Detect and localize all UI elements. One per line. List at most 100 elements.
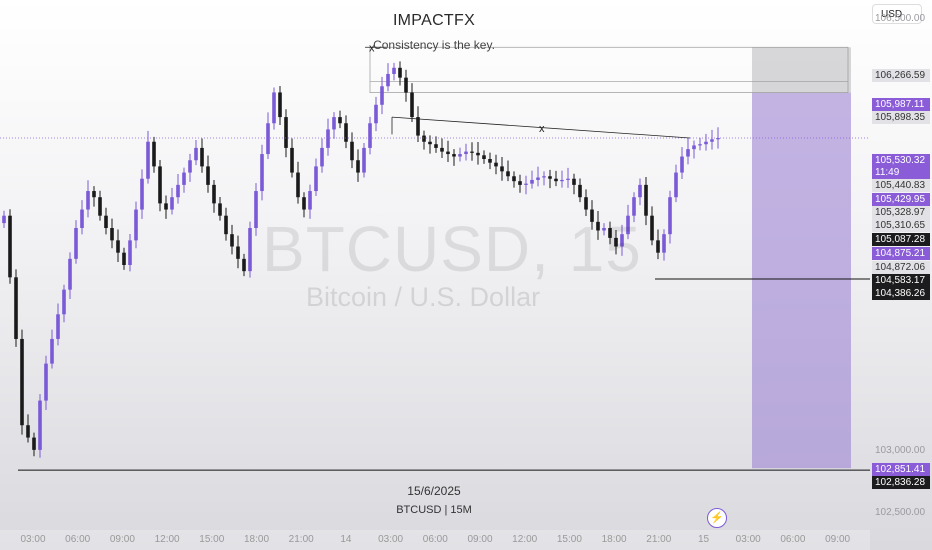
candle-body [152,141,156,167]
candle-body [680,156,684,173]
candles-layer [2,61,720,458]
candle-body [206,166,210,185]
price-label: 105,328.97 [872,206,930,219]
candle-body [692,145,696,150]
candle-body [170,197,174,210]
time-tick-label: 06:00 [422,534,448,545]
price-tick-label: 106,500.00 [875,13,926,25]
price-label: 105,429.95 [872,193,930,206]
candle-body [56,314,60,339]
candle-body [8,215,12,278]
candle-body [122,252,126,265]
price-label: 105,310.65 [872,219,930,232]
candle-body [128,240,132,265]
candle-body [470,151,474,153]
candle-body [362,147,366,173]
candle-body [188,160,192,173]
candle-body [230,234,234,247]
candle-body [110,228,114,241]
chart-area[interactable]: xx [0,0,870,530]
candle-body [20,338,24,426]
currency-button[interactable]: USD [872,4,922,24]
candle-body [254,191,258,229]
candle-body [638,184,642,198]
candle-body [44,363,48,401]
chart-title: IMPACTFX [392,12,476,29]
candle-body [434,144,438,148]
candle-body [116,240,120,253]
candle-body [326,129,330,148]
stop-zone [752,47,851,93]
candle-body [518,181,522,185]
candle-body [554,178,558,182]
candle-body [536,177,540,180]
lines-layer: xx [0,42,870,471]
candle-body [218,203,222,216]
candle-body [506,171,510,177]
time-tick-label: 03:00 [735,534,761,545]
time-tick-label: 21:00 [288,534,314,545]
candle-body [308,191,312,210]
candle-body [512,176,516,182]
candle-body [698,144,702,146]
bolt-icon[interactable]: ⚡ [707,508,727,528]
candle-body [452,154,456,157]
candle-body [314,166,318,192]
candle-body [146,141,150,179]
candle-body [674,172,678,198]
candle-body [266,123,270,155]
range-box [369,46,849,93]
candle-body [350,141,354,161]
candle-body [386,73,390,87]
candle-body [482,155,486,159]
time-axis[interactable]: 03:00 06:00 09:00 12:00 15:00 18:00 21:00 14 03:… [0,530,870,550]
candle-body [26,425,30,438]
price-label: 105,440.83 [872,179,930,192]
candle-body [446,151,450,155]
candle-body [212,184,216,204]
candle-body [524,183,528,185]
candle-body [158,166,162,204]
price-tick-label: 102,500.00 [875,506,926,518]
candle-body [62,289,66,315]
candle-body [164,203,168,210]
candle-body [320,147,324,167]
candle-body [530,179,534,184]
candle-body [650,215,654,241]
time-tick-label: 03:00 [20,534,46,545]
time-tick-label: 06:00 [780,534,806,545]
candle-body [668,197,672,235]
price-label: 105,987.11 [872,98,930,111]
price-label: 11:49 [872,166,930,179]
candle-body [260,154,264,192]
candle-body [224,215,228,235]
candle-body [602,228,606,231]
time-tick-label: 12:00 [154,534,180,545]
candle-body [296,172,300,198]
candle-body [500,166,504,172]
candle-body [50,338,54,364]
candle-body [416,117,420,136]
candle-body [566,178,570,180]
candle-body [332,117,336,130]
candle-body [428,141,432,145]
price-label: 104,583.17 [872,274,930,287]
price-label: 104,875.21 [872,247,930,260]
price-label: 102,851.41 [872,463,930,476]
candle-body [290,147,294,173]
time-tick-label: 18:00 [601,534,627,545]
candle-body [572,178,576,185]
candle-body [608,228,612,238]
candle-body [140,178,144,210]
price-label: 105,087.28 [872,233,930,246]
candle-body [134,209,138,241]
time-tick-label: 06:00 [65,534,91,545]
candle-body [578,184,582,198]
candle-body [80,209,84,229]
candle-body [2,215,6,224]
candle-body [344,123,348,142]
candle-body [620,234,624,247]
price-axis[interactable]: 106,500.00105,750.00104,250.00103,000.00… [870,0,932,530]
name-watermark: Bitcoin / U.S. Dollar [306,282,541,312]
candle-body [458,154,462,157]
